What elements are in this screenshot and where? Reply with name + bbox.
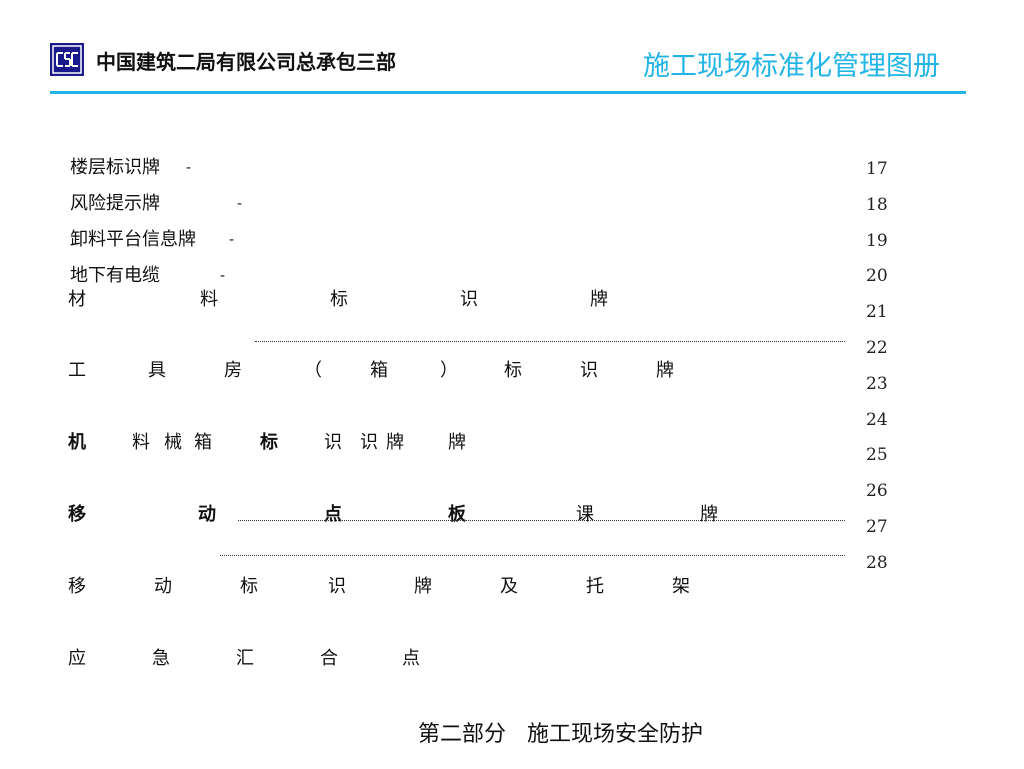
- char: 识: [360, 432, 378, 453]
- page-number: 19: [866, 230, 888, 251]
- page-number: 20: [866, 266, 888, 287]
- page-number: 27: [866, 516, 888, 537]
- char: 识: [580, 360, 598, 381]
- toc-entry-unloading-platform-sign[interactable]: 卸料平台信息牌: [70, 229, 196, 250]
- char: 动: [154, 576, 172, 597]
- toc-entry-risk-sign[interactable]: 风险提示牌: [70, 193, 160, 214]
- toc-leader: -: [229, 232, 235, 248]
- page-number: 17: [866, 159, 888, 179]
- toc-leader-dots: [255, 341, 845, 342]
- char: 牌: [386, 432, 404, 453]
- char: 机: [68, 432, 86, 453]
- char: 箱: [194, 432, 212, 453]
- char: 标: [504, 360, 522, 381]
- char: 工: [68, 360, 86, 381]
- toc-leader: -: [186, 160, 192, 176]
- char: 急: [152, 648, 170, 669]
- char: 托: [586, 576, 604, 597]
- page-number: 18: [866, 194, 888, 215]
- char: 标: [260, 432, 278, 453]
- page-number: 28: [866, 552, 888, 573]
- cscec-logo-icon: [50, 43, 84, 76]
- char: （: [304, 360, 322, 381]
- char: 具: [148, 360, 166, 381]
- char: 牌: [448, 432, 466, 453]
- char: 标: [330, 289, 348, 310]
- toc-leader-dots: [220, 555, 845, 556]
- page-number: 26: [866, 481, 888, 502]
- toc-row-material-sign[interactable]: 材 料 标 识 牌: [68, 285, 768, 311]
- toc-row-mobile-sign[interactable]: 移 动 点 板 课 牌: [68, 500, 768, 526]
- toc-row-emergency-assembly-point[interactable]: 应 急 汇 合 点: [68, 644, 768, 670]
- toc-leader: -: [220, 268, 226, 284]
- char: 应: [68, 648, 86, 669]
- char: 械: [164, 432, 182, 453]
- document-title: 施工现场标准化管理图册: [643, 51, 940, 82]
- char: 移: [68, 576, 86, 597]
- page-number: 23: [866, 373, 888, 394]
- toc-row-mobile-sign-and-bracket[interactable]: 移 动 标 识 牌 及 托 架: [68, 572, 768, 598]
- toc-leader: -: [237, 196, 243, 212]
- toc-leader-dots: [238, 520, 845, 521]
- toc-entry-underground-cable[interactable]: 地下有电缆: [70, 265, 160, 286]
- char: 牌: [700, 504, 718, 525]
- char: 识: [460, 289, 478, 310]
- char: 箱: [370, 360, 388, 381]
- char: 识: [324, 432, 342, 453]
- toc-entry-floor-sign[interactable]: 楼层标识牌: [70, 157, 160, 178]
- char: 移: [68, 504, 86, 525]
- toc-row-toolroom-sign[interactable]: 工 具 房 （ 箱 ） 标 识 牌: [68, 356, 768, 382]
- page-number: 24: [866, 409, 888, 430]
- char: 材: [68, 289, 86, 310]
- char: 料: [200, 289, 218, 310]
- char: 动: [198, 504, 216, 525]
- char: 房: [224, 360, 242, 381]
- page-number: 22: [866, 337, 888, 358]
- toc-row-machine-box-sign[interactable]: 机 料 械 箱 标 识 识 牌 牌: [68, 428, 768, 454]
- char: ）: [440, 360, 458, 381]
- org-name: 中国建筑二局有限公司总承包三部: [96, 50, 396, 74]
- char: 板: [448, 504, 466, 525]
- header-divider: [50, 91, 966, 94]
- char: 牌: [414, 576, 432, 597]
- char: 牌: [590, 289, 608, 310]
- char: 牌: [656, 360, 674, 381]
- char: 合: [320, 648, 338, 669]
- char: 标: [240, 576, 258, 597]
- company-logo: [50, 43, 84, 76]
- char: 及: [500, 576, 518, 597]
- char: 识: [328, 576, 346, 597]
- page-number: 25: [866, 445, 888, 466]
- page-number: 21: [866, 302, 888, 323]
- section-heading: 第二部分 施工现场安全防护: [418, 722, 703, 747]
- char: 点: [324, 504, 342, 525]
- char: 课: [576, 504, 594, 525]
- char: 料: [132, 432, 150, 453]
- char: 点: [402, 648, 420, 669]
- page-number-column: 17 18 19 20 21 22 23 24 25 26 27 28: [866, 152, 888, 582]
- char: 架: [672, 576, 690, 597]
- char: 汇: [236, 648, 254, 669]
